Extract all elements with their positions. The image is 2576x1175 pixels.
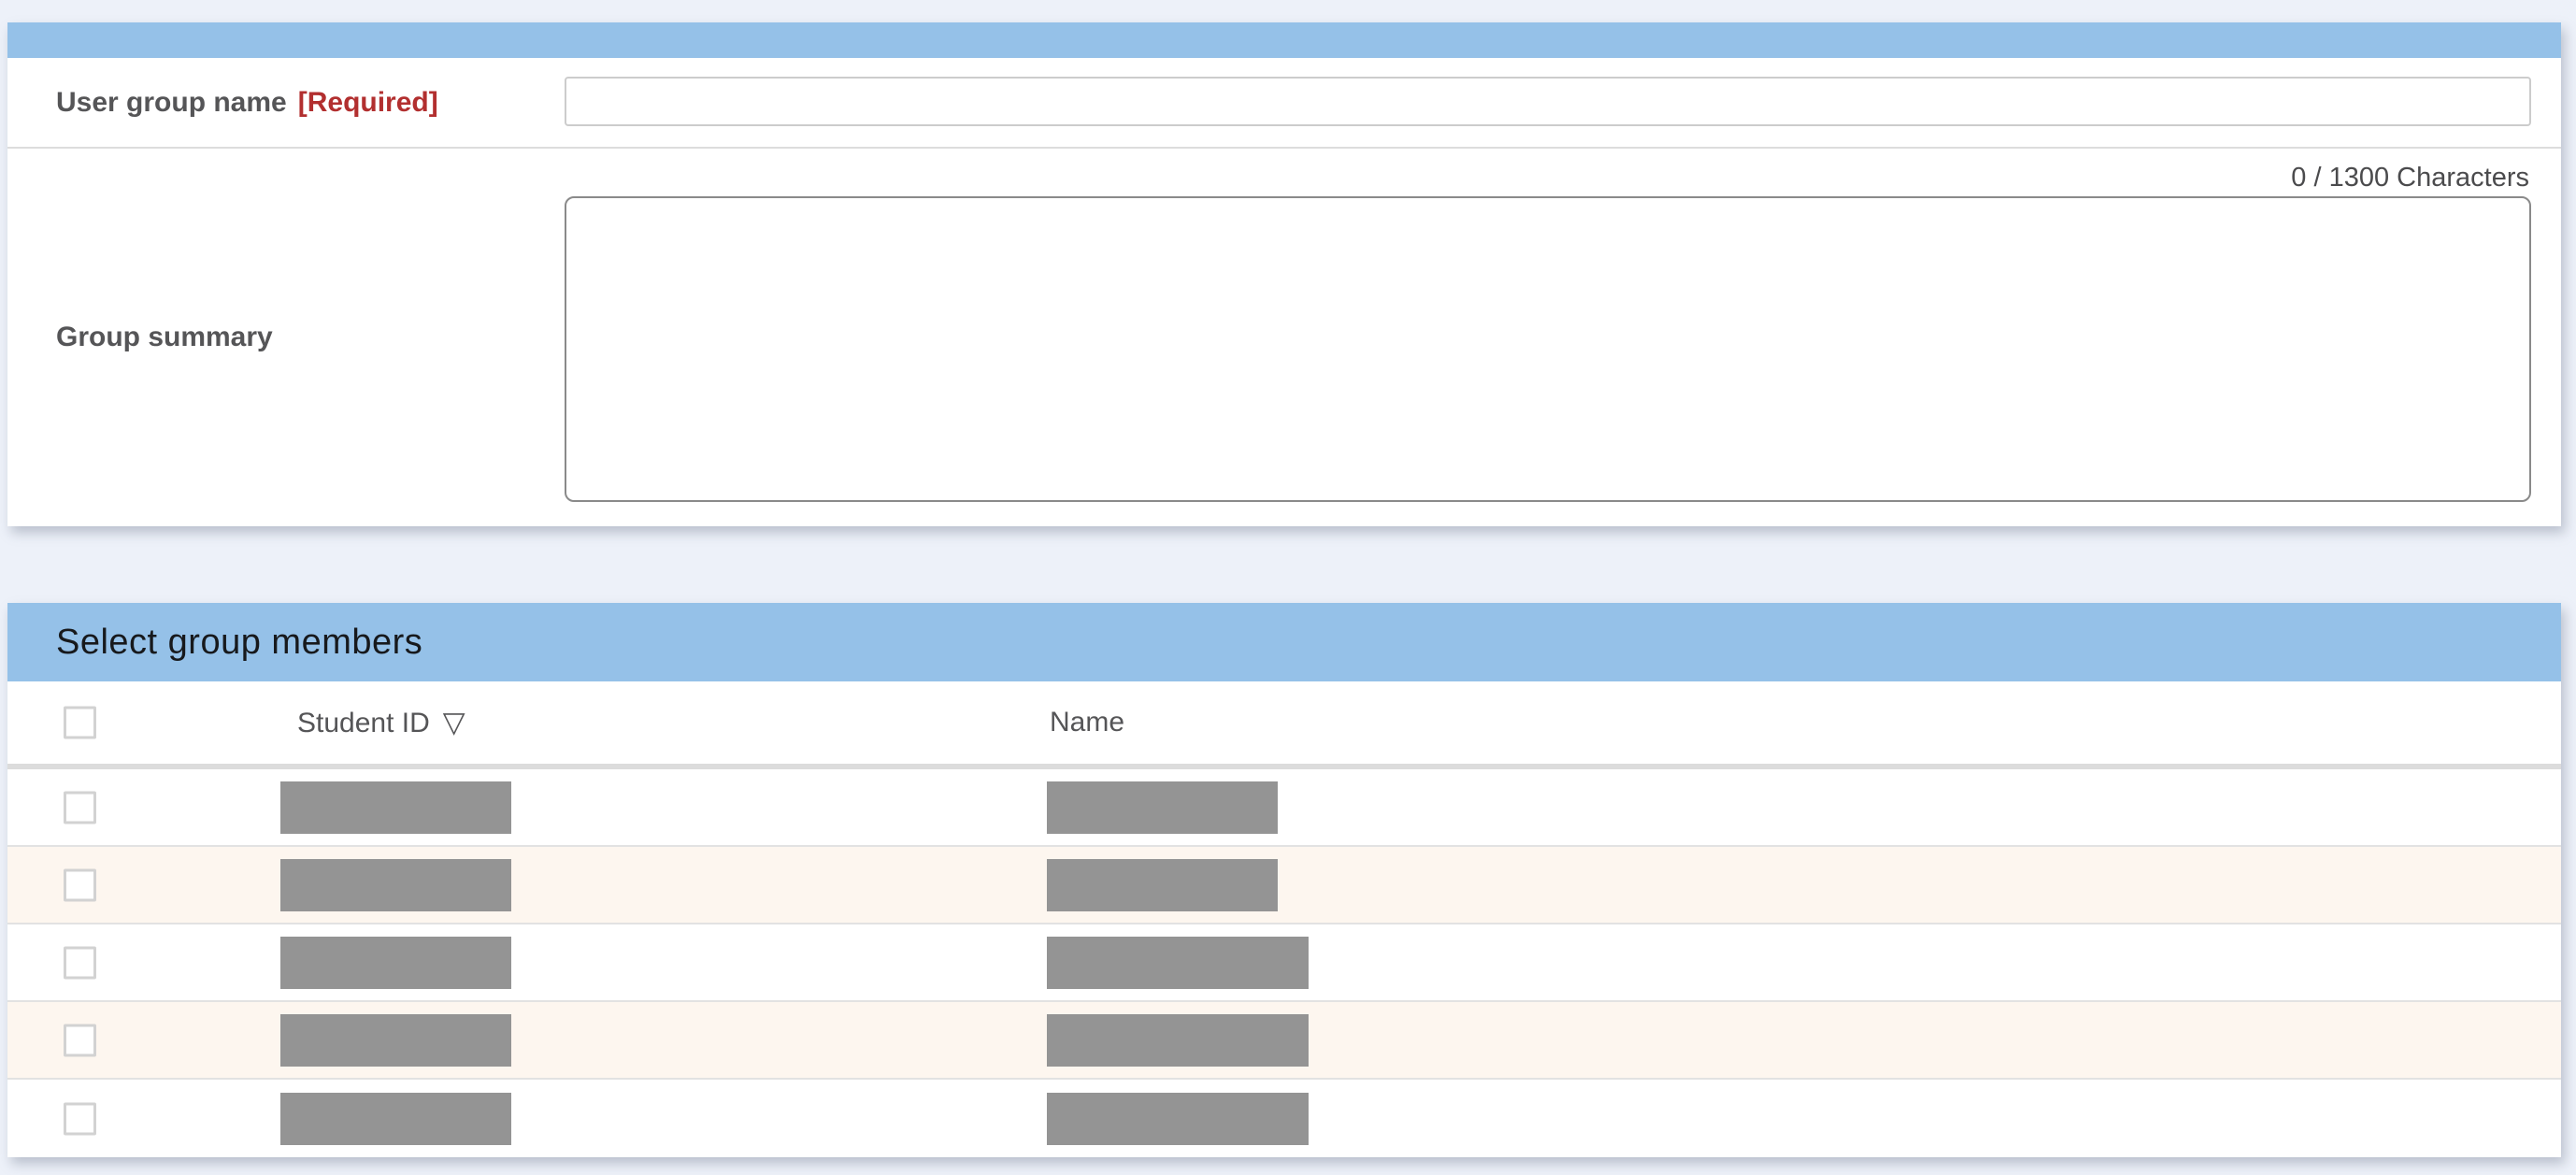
- name-masked-value: [1047, 1013, 1309, 1067]
- member-row: [7, 1080, 2561, 1157]
- student-id-masked-value: [280, 781, 511, 834]
- name-masked-value: [1047, 858, 1278, 911]
- select-members-panel: Select group members Student ID ▽ Name: [7, 603, 2561, 1157]
- required-badge: [Required]: [297, 86, 438, 118]
- column-name: Name: [1050, 707, 1125, 738]
- form-panel-header-bar: [7, 22, 2561, 58]
- member-row: [7, 847, 2561, 924]
- members-table-header: Student ID ▽ Name: [7, 681, 2561, 764]
- member-rows: [7, 769, 2561, 1157]
- row-checkbox[interactable]: [64, 1102, 96, 1135]
- members-panel-header-bar: Select group members: [7, 603, 2561, 681]
- student-id-masked-value: [280, 1013, 511, 1067]
- sort-descending-icon[interactable]: ▽: [442, 706, 465, 738]
- group-name-label-text: User group name: [56, 86, 287, 118]
- row-checkbox[interactable]: [64, 1024, 96, 1056]
- name-masked-value: [1047, 781, 1278, 834]
- row-checkbox[interactable]: [64, 868, 96, 901]
- group-name-input[interactable]: [565, 77, 2531, 126]
- student-id-masked-value: [280, 936, 511, 989]
- name-masked-value: [1047, 1092, 1309, 1145]
- student-id-masked-value: [280, 1092, 511, 1145]
- row-checkbox[interactable]: [64, 791, 96, 824]
- group-name-label: User group name [Required]: [56, 58, 438, 147]
- members-panel-title: Select group members: [56, 622, 423, 662]
- student-id-masked-value: [280, 858, 511, 911]
- member-row: [7, 924, 2561, 1002]
- row-checkbox[interactable]: [64, 946, 96, 979]
- column-student-id-label: Student ID: [297, 708, 430, 738]
- member-row: [7, 1002, 2561, 1080]
- member-row: [7, 769, 2561, 847]
- group-summary-textarea[interactable]: [565, 196, 2531, 502]
- character-counter: 0 / 1300 Characters: [2291, 163, 2529, 193]
- form-row-divider: [7, 147, 2561, 149]
- group-summary-label: Group summary: [56, 322, 273, 352]
- column-student-id[interactable]: Student ID ▽: [297, 706, 465, 739]
- group-form-panel: User group name [Required] Group summary…: [7, 22, 2561, 526]
- select-all-checkbox[interactable]: [64, 706, 96, 739]
- name-masked-value: [1047, 936, 1309, 989]
- table-header-divider: [7, 764, 2561, 769]
